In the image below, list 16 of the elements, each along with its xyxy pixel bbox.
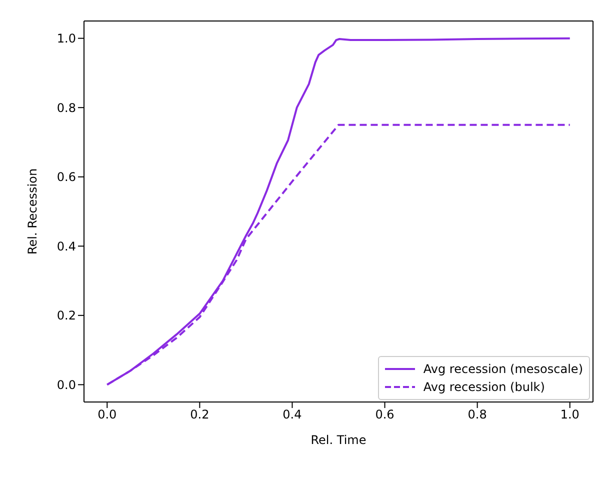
y-tick-label: 0.0 — [56, 378, 76, 392]
x-tick-label: 0.4 — [282, 408, 302, 422]
y-axis-title: Rel. Recession — [25, 168, 40, 255]
legend-label: Avg recession (mesoscale) — [423, 361, 583, 378]
x-axis-title: Rel. Time — [310, 433, 366, 447]
x-tick-label: 0.8 — [468, 408, 487, 422]
y-tick-label: 0.8 — [56, 100, 76, 115]
x-tick-label: 0.2 — [190, 408, 210, 422]
y-tick-label: 0.6 — [56, 170, 76, 184]
x-tick-label: 0.6 — [375, 408, 394, 422]
x-tick-label: 1.0 — [560, 408, 580, 422]
y-tick-label: 0.4 — [56, 239, 76, 254]
legend-label: Avg recession (bulk) — [423, 379, 545, 396]
y-tick-label: 0.2 — [56, 308, 76, 323]
y-tick-label: 1.0 — [56, 32, 76, 46]
x-tick-label: 0.0 — [98, 408, 117, 422]
